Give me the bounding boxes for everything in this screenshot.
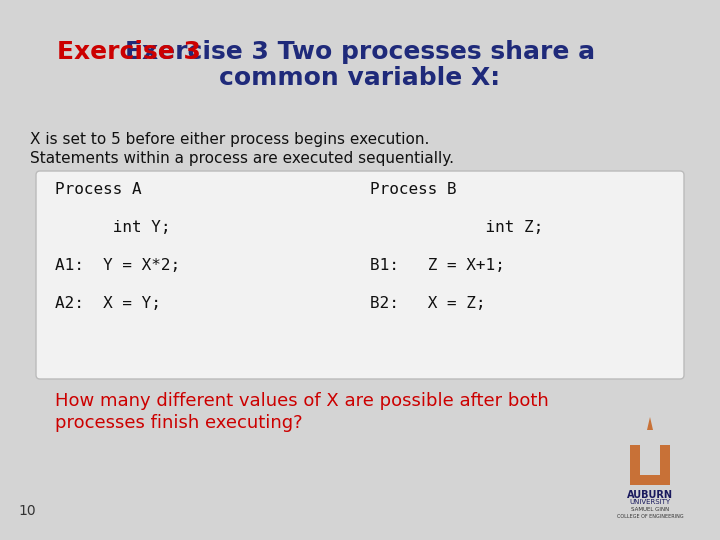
Text: UNIVERSITY: UNIVERSITY: [629, 499, 670, 505]
Text: B1:   Z = X+1;: B1: Z = X+1;: [370, 258, 505, 273]
Text: Process B: Process B: [370, 182, 456, 197]
Text: X is set to 5 before either process begins execution.: X is set to 5 before either process begi…: [30, 132, 429, 147]
Text: Exercise 3 Two processes share a: Exercise 3 Two processes share a: [125, 40, 595, 64]
Text: int Y;: int Y;: [55, 220, 171, 235]
Text: How many different values of X are possible after both: How many different values of X are possi…: [55, 392, 549, 410]
Text: COLLEGE OF ENGINEERING: COLLEGE OF ENGINEERING: [617, 514, 683, 519]
Text: Exercise 3: Exercise 3: [57, 40, 201, 64]
Text: 10: 10: [18, 504, 35, 518]
Text: int Z;: int Z;: [370, 220, 544, 235]
Text: processes finish executing?: processes finish executing?: [55, 414, 302, 432]
Text: A1:  Y = X*2;: A1: Y = X*2;: [55, 258, 180, 273]
Text: common variable X:: common variable X:: [220, 66, 500, 90]
Text: Process A: Process A: [55, 182, 142, 197]
Polygon shape: [630, 445, 670, 485]
Text: A2:  X = Y;: A2: X = Y;: [55, 296, 161, 311]
Polygon shape: [647, 417, 653, 430]
Text: SAMUEL GINN: SAMUEL GINN: [631, 507, 669, 512]
Text: Statements within a process are executed sequentially.: Statements within a process are executed…: [30, 151, 454, 166]
FancyBboxPatch shape: [36, 171, 684, 379]
Text: B2:   X = Z;: B2: X = Z;: [370, 296, 485, 311]
Text: AUBURN: AUBURN: [627, 490, 673, 500]
